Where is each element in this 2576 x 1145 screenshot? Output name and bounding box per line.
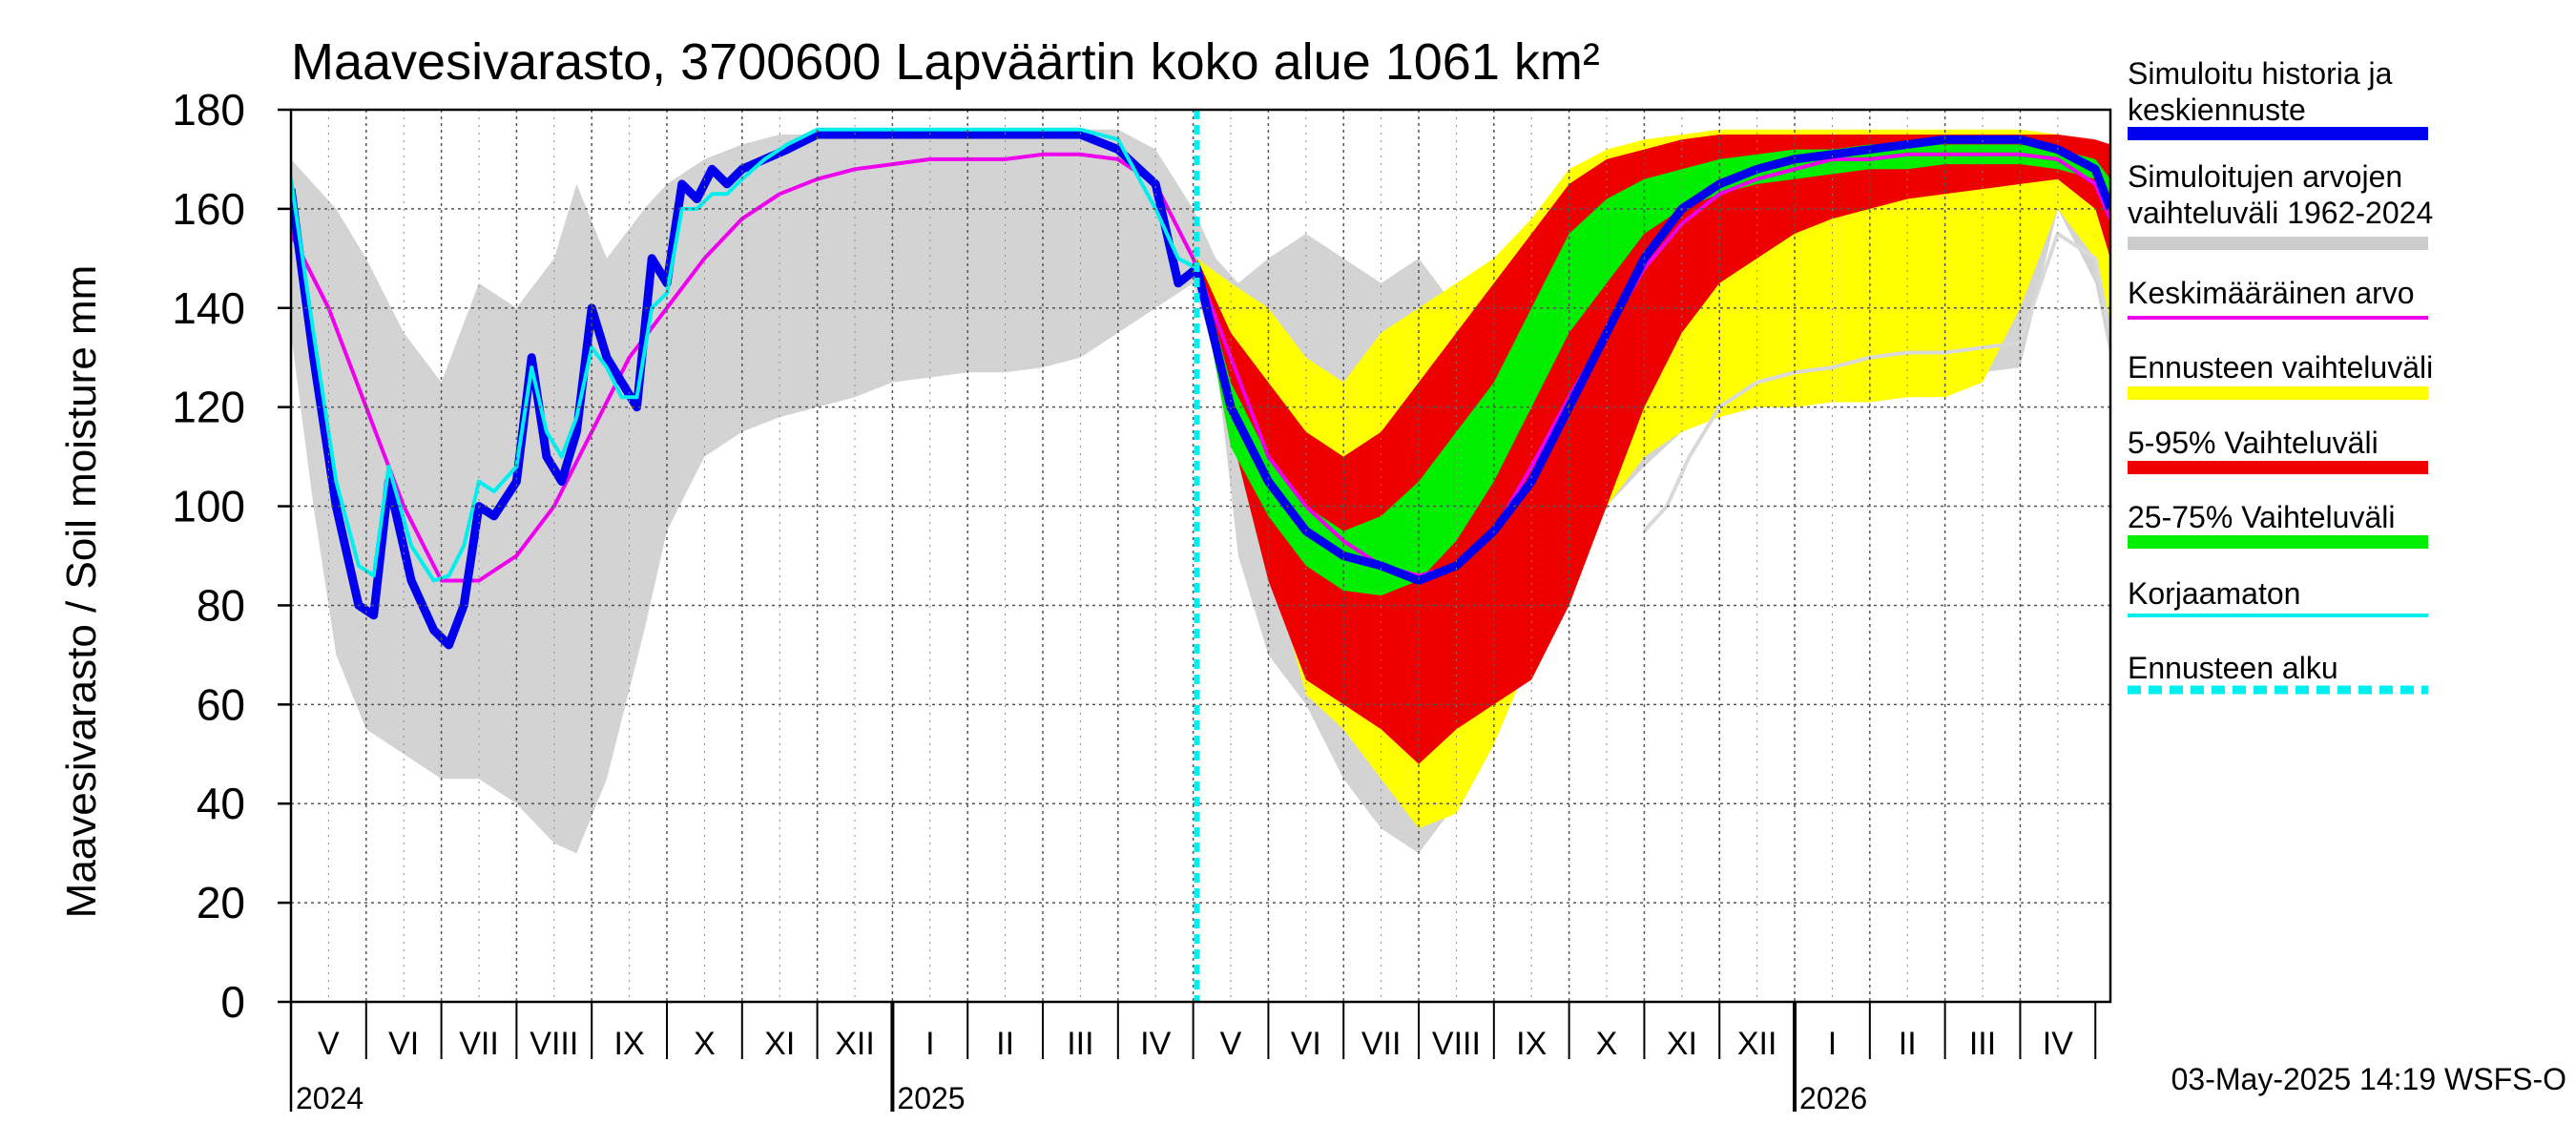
month-label: II [996,1026,1014,1062]
y-tick-label: 0 [220,977,245,1027]
y-tick-label: 160 [172,184,245,234]
mean-line [291,152,2110,583]
year-label: 2025 [897,1081,965,1115]
month-label: VII [1361,1026,1402,1062]
y-tick-label: 140 [172,283,245,333]
y-tick-label: 80 [197,580,245,630]
month-label: VIII [1432,1026,1481,1062]
month-label: XII [1737,1026,1777,1062]
chart-title: Maavesivarasto, 3700600 Lapväärtin koko … [291,33,1600,91]
uncorrected-line [291,127,1198,583]
month-label: I [925,1026,934,1062]
month-label: XI [764,1026,795,1062]
y-tick-label: 180 [172,85,245,135]
timestamp: 03-May-2025 14:19 WSFS-O [2171,1062,2566,1096]
legend-label: vaihteluväli 1962-2024 [2128,196,2433,230]
legend-label: 5-95% Vaihteluväli [2128,426,2379,460]
month-label: VII [459,1026,499,1062]
p5-95-band [1196,135,2110,764]
month-label: IV [2043,1026,2073,1062]
y-tick-label: 20 [197,878,245,927]
month-label: IX [614,1026,645,1062]
legend-label: 25-75% Vaihteluväli [2128,500,2395,534]
month-label: X [694,1026,716,1062]
legend-label: Keskimääräinen arvo [2128,276,2415,310]
y-axis-label: Maavesivarasto / Soil moisture mm [58,265,105,919]
month-label: III [1067,1026,1093,1062]
month-label: VI [388,1026,419,1062]
month-label: VIII [530,1026,578,1062]
month-label: II [1899,1026,1917,1062]
y-tick-label: 60 [197,679,245,729]
legend-label: Korjaamaton [2128,576,2300,611]
month-label: XI [1667,1026,1697,1062]
legend-label: Ennusteen vaihteluväli [2128,350,2433,385]
month-label: III [1969,1026,1996,1062]
legend-label: Ennusteen alku [2128,651,2338,685]
legend-label: keskiennuste [2128,93,2306,127]
year-label: 2026 [1799,1081,1867,1115]
month-label: VI [1291,1026,1321,1062]
p25-75-band [1196,144,2110,596]
y-tick-label: 120 [172,383,245,432]
month-label: X [1596,1026,1618,1062]
plot-frame [289,108,2112,1004]
legend-label: Simuloitujen arvojen [2128,159,2402,194]
legend-label: Simuloitu historia ja [2128,56,2393,91]
grid [291,109,2110,1002]
month-label: V [1220,1026,1242,1062]
plot-area [291,127,2110,854]
y-tick-label: 100 [172,482,245,531]
month-label: IV [1140,1026,1171,1062]
month-label: XII [835,1026,875,1062]
axes: 0 20 40 60 80 100 120 140 160 180 [172,85,2112,1112]
month-label: I [1828,1026,1837,1062]
plot-clip-group [291,127,2110,854]
month-label: V [318,1026,340,1062]
y-tick-label: 40 [197,779,245,828]
x-axis-labels: V VI VII VIII IX X XI XII I II III IV V VI VII VIII IX X X… [296,1026,2073,1115]
month-label: IX [1516,1026,1547,1062]
year-label: 2024 [296,1081,364,1115]
